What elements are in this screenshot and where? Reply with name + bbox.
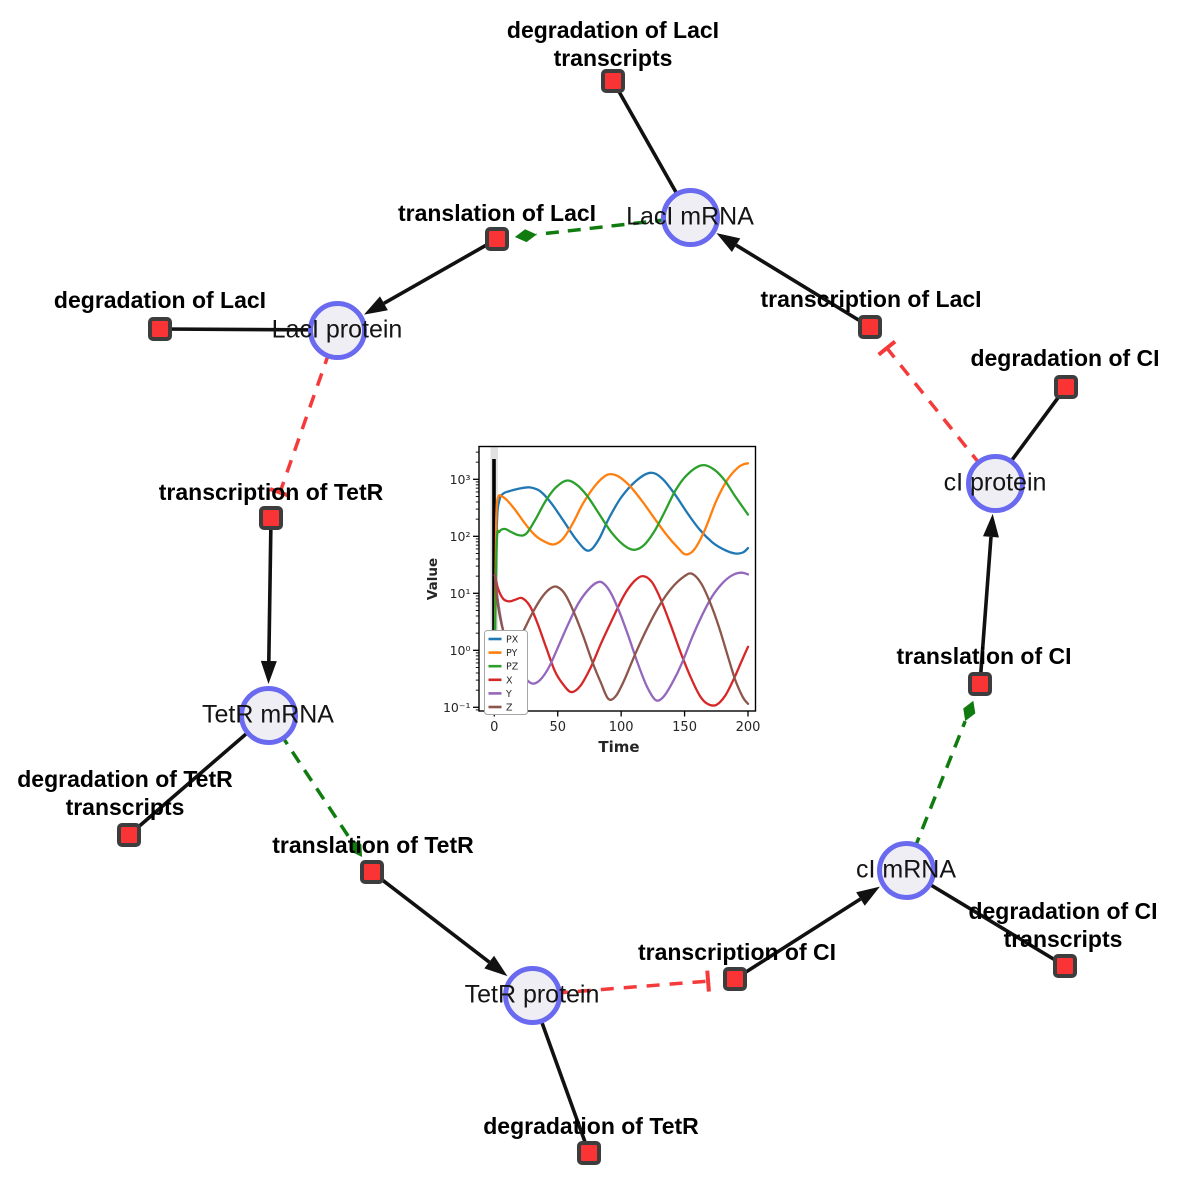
arrowhead [260, 660, 277, 685]
edge-product [370, 870, 491, 964]
plot-frame [478, 445, 757, 712]
legend-label-PY: PY [506, 648, 518, 659]
chart-series-PX [493, 471, 750, 642]
diamond-arrowhead [963, 700, 976, 722]
y-tick-label: 10³ [450, 472, 471, 487]
reaction-node-degradation-ci[interactable] [1054, 375, 1078, 399]
chart-xlabel: Time [598, 738, 639, 756]
x-tick-label: 0 [490, 720, 498, 735]
reaction-node-transcription-ci[interactable] [723, 967, 747, 991]
reaction-node-translation-tetr[interactable] [360, 860, 384, 884]
arrowhead [363, 296, 388, 315]
reaction-label: transcription of CI [637, 939, 837, 965]
reaction-label: degradation of TetR transcripts [17, 766, 233, 820]
arrowhead [716, 233, 741, 252]
legend-label-X: X [506, 675, 513, 686]
chart-series-X [493, 573, 750, 707]
legend-label-Y: Y [505, 689, 512, 700]
reaction-node-degradation-tetr-transcripts[interactable] [117, 823, 141, 847]
reaction-label: degradation of LacI [53, 287, 267, 313]
y-tick-label: 10⁻¹ [443, 700, 471, 715]
species-label: cI protein [943, 468, 1047, 497]
chart-series-Y [493, 571, 750, 702]
reaction-label: degradation of LacI transcripts [506, 17, 720, 71]
y-tick-label: 10⁰ [450, 643, 471, 658]
reaction-label: degradation of CI [970, 345, 1160, 371]
reaction-label: translation of LacI [397, 200, 597, 226]
tee-inhibition-head [705, 970, 711, 992]
species-label: LacI mRNA [626, 202, 754, 231]
reaction-node-degradation-ci-transcripts[interactable] [1053, 954, 1077, 978]
reaction-node-degradation-laci-transcripts[interactable] [601, 69, 625, 93]
species-label: TetR protein [464, 980, 600, 1009]
reaction-label: degradation of CI transcripts [968, 898, 1158, 952]
arrowhead [856, 886, 880, 906]
x-tick-label: 50 [549, 720, 566, 735]
species-label: TetR mRNA [202, 700, 334, 729]
legend-box [484, 630, 528, 715]
diamond-arrowhead [514, 229, 537, 243]
chart-series-PZ [493, 463, 750, 642]
legend-label-PZ: PZ [506, 662, 519, 673]
reaction-label: transcription of LacI [760, 286, 982, 312]
arrowhead [983, 513, 999, 538]
chart-series-Z [493, 572, 750, 705]
reaction-node-translation-ci[interactable] [968, 672, 992, 696]
chart-series-PY [493, 462, 750, 642]
x-tick-label: 100 [609, 720, 634, 735]
tee-inhibition-head [877, 339, 897, 357]
edge-product [267, 517, 273, 662]
reaction-label: degradation of TetR [483, 1113, 699, 1139]
reaction-node-transcription-laci[interactable] [858, 315, 882, 339]
chart-ylabel: Value [425, 558, 441, 600]
y-tick-label: 10² [450, 529, 471, 544]
reaction-label: translation of TetR [272, 832, 474, 858]
y-tick-label: 10¹ [450, 586, 471, 601]
species-label: cI mRNA [856, 855, 956, 884]
reaction-node-degradation-tetr[interactable] [577, 1141, 601, 1165]
x-tick-label: 150 [672, 720, 697, 735]
reaction-node-degradation-laci[interactable] [148, 317, 172, 341]
vspan-band [490, 446, 499, 711]
legend-label-Z: Z [506, 703, 513, 714]
reaction-node-transcription-tetr[interactable] [259, 506, 283, 530]
arrowhead [484, 955, 508, 977]
reaction-node-translation-laci[interactable] [485, 227, 509, 251]
species-label: LacI protein [271, 315, 403, 344]
reaction-label: transcription of TetR [158, 479, 384, 505]
edge-product [383, 237, 498, 305]
legend-label-PX: PX [506, 635, 519, 646]
reaction-label: translation of CI [896, 643, 1072, 669]
x-tick-label: 200 [736, 720, 761, 735]
